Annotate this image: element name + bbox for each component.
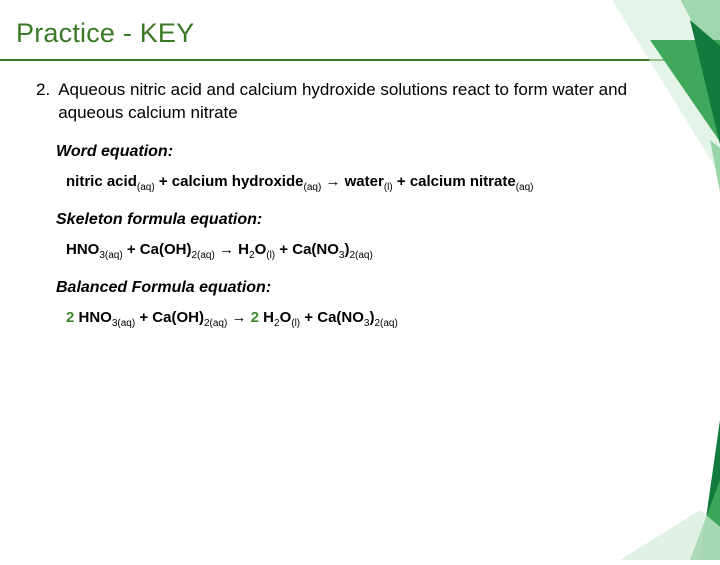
skeleton-equation: HNO3(aq) + Ca(OH)2(aq) → H2O(l) + Ca(NO3… [66,241,660,261]
sub: 3(aq) [99,250,122,261]
balanced-equation-label: Balanced Formula equation: [56,279,660,297]
balanced-equation: 2 HNO3(aq) + Ca(OH)2(aq) → 2 H2O(l) + Ca… [66,309,660,329]
state: (aq) [516,182,534,193]
term: calcium nitrate [410,173,516,190]
term: nitric acid [66,173,137,190]
skeleton-equation-label: Skeleton formula equation: [56,211,660,229]
term: + Ca(OH) [135,309,204,326]
sub: 3(aq) [112,318,135,329]
sub: 2(aq) [374,318,397,329]
term: H [238,241,249,258]
term: HNO [66,241,99,258]
term: + Ca(NO [300,309,364,326]
coefficient: 2 [251,309,259,326]
state: (l) [384,182,393,193]
word-equation: nitric acid(aq) + calcium hydroxide(aq) … [66,173,660,193]
op: + [155,173,172,190]
arrow: → [321,173,344,190]
sub: (l) [266,250,275,261]
sub: 2(aq) [349,250,372,261]
state: (aq) [303,182,321,193]
page-title: Practice - KEY [0,0,720,55]
term: H [259,309,274,326]
word-equation-label: Word equation: [56,143,660,161]
op: + [393,173,410,190]
term: + Ca(NO [275,241,339,258]
term: + Ca(OH) [123,241,192,258]
sub: 2(aq) [204,318,227,329]
term: calcium hydroxide [172,173,304,190]
content-area: 2. Aqueous nitric acid and calcium hydro… [0,61,720,329]
arrow: → [215,241,238,258]
problem-text: Aqueous nitric acid and calcium hydroxid… [58,79,660,125]
arrow: → [227,309,250,326]
sub: (l) [291,318,300,329]
state: (aq) [137,182,155,193]
term: O [280,309,292,326]
term: water [345,173,384,190]
term: O [255,241,267,258]
sub: 2(aq) [191,250,214,261]
term: HNO [74,309,112,326]
problem-statement: 2. Aqueous nitric acid and calcium hydro… [36,79,660,125]
problem-number: 2. [36,79,50,125]
